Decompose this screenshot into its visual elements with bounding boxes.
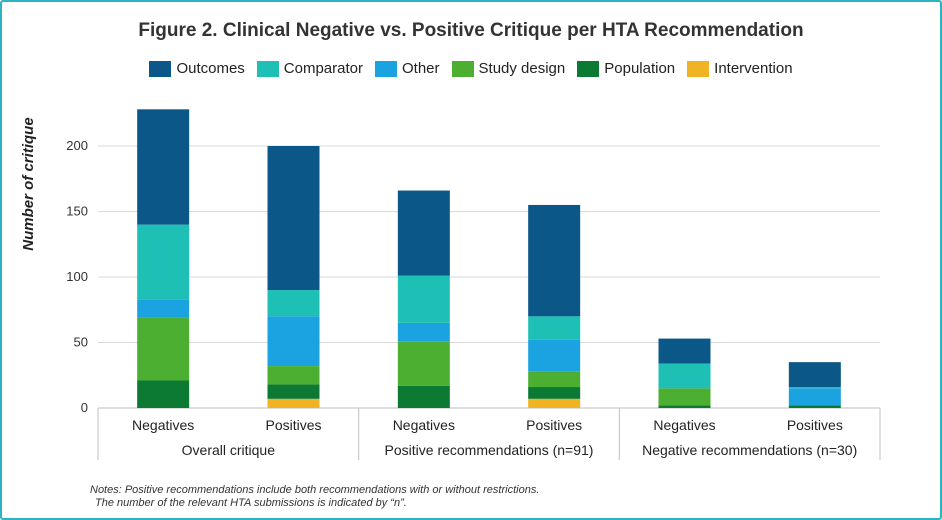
bar-5-comparator — [658, 363, 711, 389]
bar-2-population — [267, 384, 320, 399]
bar-4-comparator — [528, 316, 581, 340]
x-tick-label-2: Positives — [265, 417, 321, 433]
legend-item-population: Population — [577, 60, 675, 77]
bar-4-intervention — [528, 398, 581, 408]
bar-4-other — [528, 339, 581, 372]
bar-5-population — [658, 405, 711, 408]
legend-item-comparator: Comparator — [256, 60, 363, 77]
notes-line-2: The number of the relevant HTA submissio… — [95, 497, 407, 509]
legend-swatch-comparator — [256, 60, 279, 77]
chart-title: Figure 2. Clinical Negative vs. Positive… — [138, 20, 804, 41]
legend-swatch-study-design — [451, 60, 474, 77]
legend-item-other: Other — [375, 60, 440, 77]
bar-2-outcomes — [267, 146, 320, 291]
bar-1-outcomes — [137, 109, 190, 225]
legend-label-other: Other — [402, 60, 440, 77]
bar-3-outcomes — [397, 190, 450, 276]
bar-6-comparator — [788, 387, 841, 389]
bar-2-intervention — [267, 398, 320, 408]
bar-4-outcomes — [528, 204, 581, 317]
legend: Outcomes Comparator Other Study design P… — [2, 60, 940, 77]
legend-label-comparator: Comparator — [283, 60, 363, 77]
x-tick-label-1: Negatives — [132, 417, 194, 433]
bar-6-other — [788, 388, 841, 406]
bar-3-study-design — [397, 341, 450, 386]
legend-swatch-outcomes — [149, 60, 172, 77]
x-tick-label-5: Negatives — [653, 417, 715, 433]
group-label-1: Overall critique — [182, 442, 276, 458]
legend-swatch-intervention — [687, 60, 710, 77]
bar-6-outcomes — [788, 362, 841, 388]
legend-item-outcomes: Outcomes — [149, 60, 245, 77]
legend-item-intervention: Intervention — [687, 60, 793, 77]
bar-5-outcomes — [658, 338, 711, 364]
bar-1-study-design — [137, 317, 190, 381]
bar-1-comparator — [137, 224, 190, 300]
legend-label-intervention: Intervention — [714, 60, 793, 77]
legend-item-study-design: Study design — [451, 60, 566, 77]
y-tick-label-0: 0 — [81, 400, 88, 415]
legend-label-outcomes: Outcomes — [176, 60, 245, 77]
bar-1-other — [137, 299, 190, 318]
x-tick-label-4: Positives — [526, 417, 582, 433]
bar-4-population — [528, 387, 581, 399]
bar-1-population — [137, 380, 190, 408]
bar-5-study-design — [658, 388, 711, 406]
bar-3-other — [397, 322, 450, 342]
group-label-2: Positive recommendations (n=91) — [385, 442, 594, 458]
notes-line-1: Notes: Positive recommendations include … — [90, 484, 540, 496]
legend-swatch-population — [577, 60, 600, 77]
bar-3-comparator — [397, 275, 450, 323]
y-tick-label-200: 200 — [66, 138, 88, 153]
x-tick-label-3: Negatives — [393, 417, 455, 433]
group-label-3: Negative recommendations (n=30) — [642, 442, 857, 458]
legend-label-population: Population — [604, 60, 676, 77]
bar-2-comparator — [267, 290, 320, 317]
x-tick-label-6: Positives — [787, 417, 843, 433]
legend-label-study-design: Study design — [478, 60, 566, 77]
bar-2-study-design — [267, 366, 320, 385]
notes: Notes: Positive recommendations include … — [90, 484, 539, 510]
y-tick-label-100: 100 — [66, 269, 88, 284]
y-tick-label-50: 50 — [74, 335, 88, 350]
y-tick-label-150: 150 — [66, 204, 88, 219]
bar-2-other — [267, 316, 320, 367]
bar-3-population — [397, 385, 450, 408]
bar-4-study-design — [528, 371, 581, 388]
legend-swatch-other — [375, 60, 397, 77]
bar-6-population — [788, 405, 841, 408]
